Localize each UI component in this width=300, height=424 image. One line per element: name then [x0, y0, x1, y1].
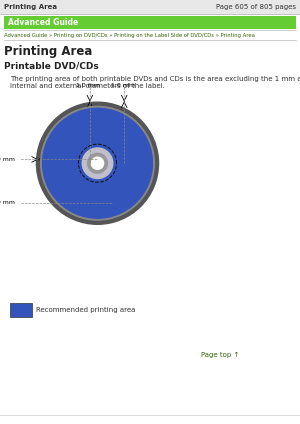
Bar — [10, 303, 32, 317]
Text: Advanced Guide: Advanced Guide — [8, 18, 78, 27]
Circle shape — [92, 157, 104, 169]
Circle shape — [40, 106, 154, 220]
Text: 1.0 mm: 1.0 mm — [0, 201, 15, 205]
Text: Page 605 of 805 pages: Page 605 of 805 pages — [216, 4, 296, 10]
Text: The printing area of both printable DVDs and CDs is the area excluding the 1 mm : The printing area of both printable DVDs… — [10, 76, 300, 82]
Bar — [0, 0, 300, 14]
Circle shape — [43, 108, 152, 218]
Text: Printing Area: Printing Area — [4, 4, 57, 10]
Text: Advanced Guide » Printing on DVD/CDs » Printing on the Label Side of DVD/CDs » P: Advanced Guide » Printing on DVD/CDs » P… — [4, 33, 255, 37]
Text: 1.0 mm: 1.0 mm — [76, 84, 100, 89]
Text: 1.0 mm: 1.0 mm — [0, 157, 15, 162]
Text: Page top ↑: Page top ↑ — [201, 352, 239, 358]
Circle shape — [36, 102, 159, 224]
Circle shape — [82, 148, 113, 179]
Circle shape — [88, 153, 107, 173]
Bar — [4, 16, 296, 29]
Text: Recommended printing area: Recommended printing area — [36, 307, 135, 313]
Text: Printable DVD/CDs: Printable DVD/CDs — [4, 61, 99, 70]
Text: Printing Area: Printing Area — [4, 45, 92, 59]
Text: 1.0 mm: 1.0 mm — [111, 84, 135, 89]
Text: internal and external diameters of the label.: internal and external diameters of the l… — [10, 83, 165, 89]
